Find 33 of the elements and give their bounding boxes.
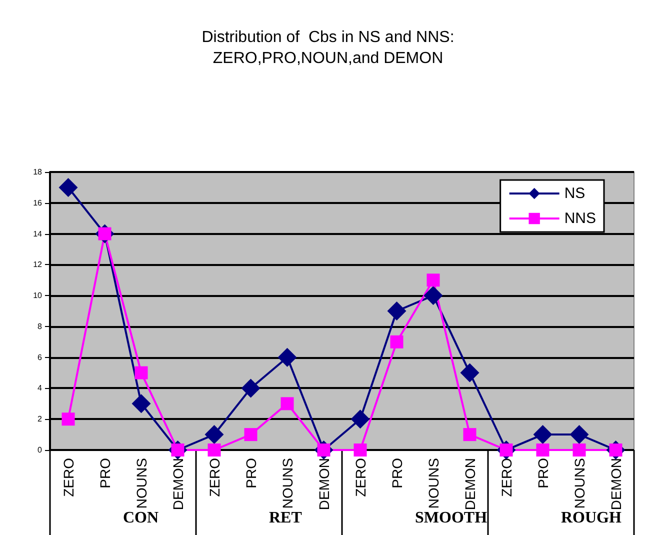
- text: SMOOTH: [414, 510, 488, 526]
- text: ROUGH: [560, 510, 622, 526]
- x-tick-label: ZERO: [60, 458, 76, 497]
- y-tick-label: 12: [33, 260, 43, 270]
- x-tick-label: DEMON: [316, 458, 332, 510]
- x-tick-label: NOUNS: [133, 458, 150, 509]
- y-tick-label: 0: [38, 446, 43, 454]
- y-tick-label: 10: [33, 291, 43, 300]
- x-tick-label: DEMON: [462, 458, 478, 510]
- text: CON: [122, 510, 159, 526]
- x-tick-label: NOUNS: [425, 458, 442, 509]
- y-tick-label: 18: [33, 168, 43, 176]
- y-tick-label: 8: [38, 322, 43, 331]
- x-tick-label: ZERO: [498, 458, 514, 497]
- y-tick-label: 4: [38, 384, 43, 393]
- x-tick-label: ZERO: [352, 458, 368, 497]
- y-tick-label: 6: [38, 352, 43, 362]
- chart-title: Distribution of Cbs in NS and NNS: ZERO,PRO,NOUN,and DEMON: [202, 29, 454, 67]
- x-tick-label: PRO: [96, 458, 113, 488]
- x-tick-label: NOUNS: [571, 458, 588, 509]
- x-tick-label: PRO: [534, 458, 551, 488]
- legend-label: NS: [564, 185, 586, 202]
- legend-label: NNS: [564, 210, 596, 227]
- x-tick-label: PRO: [242, 458, 259, 488]
- x-tick-label: DEMON: [608, 458, 624, 510]
- text: RET: [268, 510, 302, 526]
- x-tick-label: DEMON: [170, 458, 186, 510]
- x-tick-label: PRO: [388, 458, 405, 488]
- x-tick-label: ZERO: [206, 458, 222, 497]
- y-tick-label: 14: [33, 229, 43, 238]
- x-tick-label: NOUNS: [279, 458, 296, 509]
- y-tick-label: 16: [33, 198, 43, 208]
- y-tick-label: 2: [38, 414, 43, 424]
